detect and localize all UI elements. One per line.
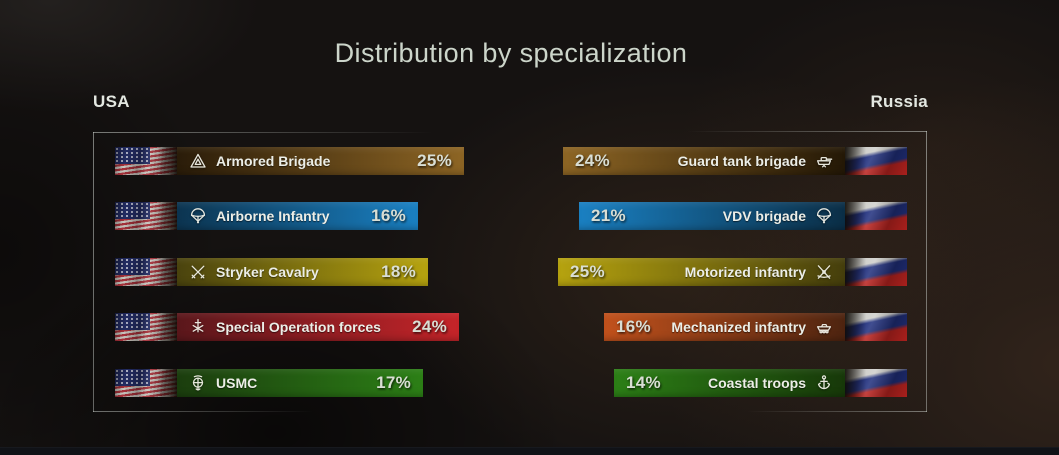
specialization-bar: 21% VDV brigade: [579, 202, 845, 230]
eagle-globe-anchor-icon: [192, 375, 204, 391]
russia-flag: [845, 313, 907, 341]
parachute-icon: [816, 208, 832, 224]
russia-flag: [845, 258, 907, 286]
specialization-label: USMC: [216, 375, 258, 391]
percentage-value: 16%: [616, 317, 651, 336]
crossed-sabers-icon: [191, 265, 205, 279]
specialization-bar: Airborne Infantry 16%: [177, 202, 418, 230]
specialization-bar: USMC 17%: [177, 369, 423, 397]
russia-row: 16% Mechanized infantry: [604, 313, 907, 341]
percentage-value: 25%: [570, 262, 605, 281]
percentage-value: 16%: [371, 206, 406, 225]
russia-row: 25% Motorized infantry: [558, 258, 907, 286]
panel-border: [926, 131, 927, 412]
specialization-label: Airborne Infantry: [216, 208, 330, 224]
russia-flag: [845, 202, 907, 230]
percentage-value: 14%: [626, 373, 661, 392]
percentage-value: 17%: [376, 373, 411, 392]
specialization-bar: 14% Coastal troops: [614, 369, 845, 397]
specialization-label: VDV brigade: [722, 208, 806, 224]
panel-border: [747, 411, 927, 412]
percentage-value: 18%: [381, 262, 416, 281]
percentage-value: 21%: [591, 206, 626, 225]
usa-flag: [115, 369, 177, 397]
usa-row: Stryker Cavalry 18%: [115, 258, 428, 286]
specialization-bar: Stryker Cavalry 18%: [177, 258, 428, 286]
page-title: Distribution by specialization: [334, 38, 688, 68]
russia-row: 14% Coastal troops: [614, 369, 907, 397]
specialization-label: Mechanized infantry: [671, 319, 806, 335]
specialization-bar: Armored Brigade 25%: [177, 147, 464, 175]
russia-row: 21% VDV brigade: [579, 202, 907, 230]
specialization-bar: 24% Guard tank brigade: [563, 147, 845, 175]
dagger-arrows-icon: [192, 318, 204, 333]
tank-icon: [816, 156, 833, 168]
anchor-icon: [817, 375, 831, 390]
usa-row: Airborne Infantry 16%: [115, 202, 418, 230]
usa-flag: [115, 202, 177, 230]
percentage-value: 24%: [575, 151, 610, 170]
specialization-label: Guard tank brigade: [677, 153, 806, 169]
usa-flag: [115, 147, 177, 175]
usa-row: Special Operation forces 24%: [115, 313, 459, 341]
panel-border: [93, 411, 313, 412]
russia-row: 24% Guard tank brigade: [563, 147, 907, 175]
percentage-value: 25%: [417, 151, 452, 170]
apc-icon: [816, 323, 832, 334]
usa-row: USMC 17%: [115, 369, 423, 397]
specialization-bar: 25% Motorized infantry: [558, 258, 845, 286]
specialization-label: Coastal troops: [707, 375, 806, 391]
crossed-rifles-icon: [817, 265, 831, 279]
panel-border: [93, 132, 433, 133]
bottom-strip: [0, 447, 1059, 455]
specialization-bar: Special Operation forces 24%: [177, 313, 459, 341]
usa-column-header: USA: [93, 92, 130, 111]
armored-triangle-icon: [190, 153, 206, 168]
specialization-label: Special Operation forces: [216, 319, 381, 335]
specialization-label: Motorized infantry: [684, 264, 806, 280]
specialization-label: Armored Brigade: [216, 153, 331, 169]
panel-border: [687, 131, 927, 132]
usa-row: Armored Brigade 25%: [115, 147, 464, 175]
russia-flag: [845, 369, 907, 397]
usa-flag: [115, 313, 177, 341]
parachute-icon: [190, 208, 206, 224]
specialization-label: Stryker Cavalry: [216, 264, 319, 280]
russia-column-header: Russia: [870, 92, 928, 111]
specialization-bar: 16% Mechanized infantry: [604, 313, 845, 341]
percentage-value: 24%: [412, 317, 447, 336]
russia-flag: [845, 147, 907, 175]
panel-border: [93, 132, 94, 412]
usa-flag: [115, 258, 177, 286]
